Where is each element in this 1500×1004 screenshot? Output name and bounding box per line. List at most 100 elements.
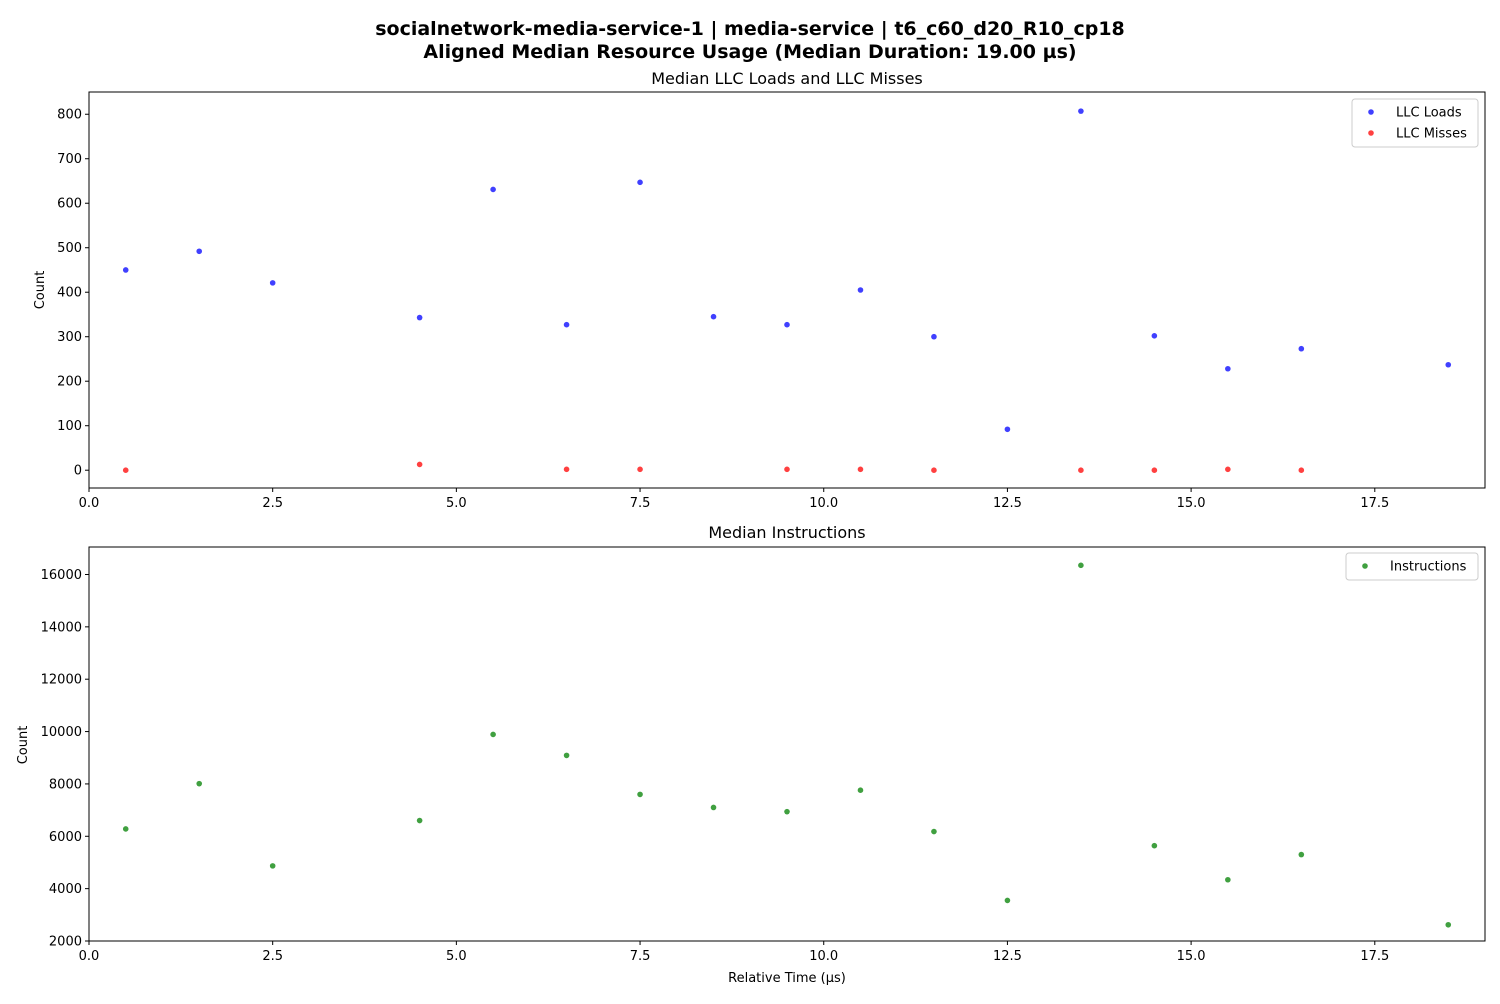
instructions-point xyxy=(490,731,496,738)
llc-loads-point xyxy=(416,314,423,321)
llc-misses-legend-marker xyxy=(1368,130,1374,136)
instructions-x-tick-label: 7.5 xyxy=(630,949,651,964)
llc-y-tick-label: 400 xyxy=(57,286,82,301)
llc-y-tick-label: 700 xyxy=(57,152,82,167)
figure-title-line-1: socialnetwork-media-service-1 | media-se… xyxy=(375,18,1125,40)
llc-misses-point xyxy=(563,466,570,473)
llc-y-tick-label: 100 xyxy=(57,419,82,434)
instructions-points xyxy=(122,562,1452,928)
llc-y-tick-label: 600 xyxy=(57,197,82,212)
instructions-x-axis-label: Relative Time (µs) xyxy=(728,971,846,986)
instructions-y-tick-label: 8000 xyxy=(49,777,82,792)
instructions-point xyxy=(1445,921,1452,928)
instructions-point xyxy=(1004,897,1011,904)
llc-loads-point xyxy=(784,321,790,328)
instructions-y-tick-label: 10000 xyxy=(41,725,82,740)
llc-loads-point xyxy=(637,179,643,186)
llc-misses-point xyxy=(1078,467,1084,474)
instructions-legend-label: Instructions xyxy=(1390,560,1467,575)
llc-points xyxy=(122,108,1452,474)
instructions-y-tick-label: 2000 xyxy=(49,935,82,950)
instructions-x-tick-label: 15.0 xyxy=(1177,949,1206,964)
llc-plot-area xyxy=(88,91,1486,489)
instructions-legend-marker xyxy=(1362,563,1368,569)
llc-loads-point xyxy=(269,280,276,286)
instructions-point xyxy=(931,828,937,835)
instructions-y-tick-label: 12000 xyxy=(41,673,82,688)
instructions-y-tick-label: 16000 xyxy=(41,568,82,583)
llc-loads-point xyxy=(931,333,937,340)
llc-misses-point xyxy=(931,467,937,474)
llc-x-tick-label: 7.5 xyxy=(630,496,651,511)
llc-y-tick-label: 200 xyxy=(57,375,82,390)
llc-loads-point xyxy=(196,248,203,255)
instructions-chart: Median Instructions Count Relative Time … xyxy=(16,523,1486,986)
llc-misses-point xyxy=(857,466,864,473)
instructions-point xyxy=(784,808,790,815)
llc-y-tick-label: 500 xyxy=(57,241,82,256)
instructions-chart-title: Median Instructions xyxy=(708,523,865,542)
llc-y-tick-label: 800 xyxy=(57,108,82,123)
llc-loads-point xyxy=(122,267,129,273)
instructions-point xyxy=(710,804,717,811)
llc-loads-legend-marker xyxy=(1368,109,1374,115)
instructions-legend: Instructions xyxy=(1345,552,1479,581)
llc-loads-point xyxy=(1225,365,1231,372)
llc-misses-point xyxy=(122,467,129,474)
llc-legend-box xyxy=(1351,98,1479,148)
llc-loads-point xyxy=(857,287,864,293)
instructions-point xyxy=(857,787,864,794)
llc-loads-point xyxy=(1004,426,1011,433)
instructions-point xyxy=(637,791,643,798)
llc-x-tick-label: 17.5 xyxy=(1360,496,1389,511)
instructions-point xyxy=(122,826,129,832)
llc-loads-point xyxy=(710,313,717,320)
instructions-x-tick-label: 0.0 xyxy=(79,949,100,964)
instructions-point xyxy=(1298,851,1305,858)
llc-x-tick-label: 10.0 xyxy=(809,496,838,511)
llc-loads-point xyxy=(563,321,570,328)
llc-misses-point xyxy=(1151,467,1158,474)
instructions-y-axis-label: Count xyxy=(16,726,31,765)
instructions-plot-area xyxy=(88,546,1486,942)
llc-x-tick-label: 15.0 xyxy=(1177,496,1206,511)
llc-y-tick-label: 0 xyxy=(74,464,82,479)
llc-loads-legend-label: LLC Loads xyxy=(1396,106,1462,121)
llc-loads-point xyxy=(1078,108,1084,114)
llc-misses-point xyxy=(784,466,790,473)
instructions-point xyxy=(416,817,423,824)
instructions-legend-box xyxy=(1345,552,1479,581)
instructions-x-tick-label: 5.0 xyxy=(446,949,467,964)
llc-legend: LLC Loads LLC Misses xyxy=(1351,98,1479,148)
instructions-x-tick-label: 12.5 xyxy=(993,949,1022,964)
llc-x-tick-label: 0.0 xyxy=(79,496,100,511)
llc-misses-point xyxy=(1298,467,1305,474)
llc-y-tick-label: 300 xyxy=(57,330,82,345)
instructions-point xyxy=(269,863,276,869)
instructions-point xyxy=(563,752,570,759)
llc-loads-point xyxy=(490,186,496,193)
llc-misses-legend-label: LLC Misses xyxy=(1396,127,1467,142)
llc-misses-point xyxy=(637,466,643,473)
llc-chart-title: Median LLC Loads and LLC Misses xyxy=(651,69,923,88)
instructions-y-tick-label: 14000 xyxy=(41,620,82,635)
instructions-y-tick-label: 4000 xyxy=(49,882,82,897)
llc-chart: Median LLC Loads and LLC Misses Count 0.… xyxy=(33,69,1486,511)
instructions-y-tick-label: 6000 xyxy=(49,830,82,845)
instructions-x-tick-label: 2.5 xyxy=(262,949,283,964)
instructions-point xyxy=(1078,562,1084,569)
llc-misses-point xyxy=(416,461,423,468)
instructions-x-tick-label: 17.5 xyxy=(1360,949,1389,964)
llc-y-axis-label: Count xyxy=(33,271,48,310)
llc-x-tick-label: 12.5 xyxy=(993,496,1022,511)
figure-title-line-2: Aligned Median Resource Usage (Median Du… xyxy=(423,41,1076,63)
instructions-x-tick-label: 10.0 xyxy=(809,949,838,964)
instructions-point xyxy=(196,780,203,787)
instructions-point xyxy=(1225,876,1231,883)
llc-ticks: 0.0 2.5 5.0 7.5 10.0 12.5 15.0 17.5 0 100 200 300 40… xyxy=(57,108,1389,511)
instructions-point xyxy=(1151,842,1158,849)
instructions-ticks: 0.0 2.5 5.0 7.5 10.0 12.5 15.0 17.5 2000 4000 6000… xyxy=(41,568,1390,964)
llc-loads-point xyxy=(1445,361,1452,368)
llc-misses-point xyxy=(1225,466,1231,473)
